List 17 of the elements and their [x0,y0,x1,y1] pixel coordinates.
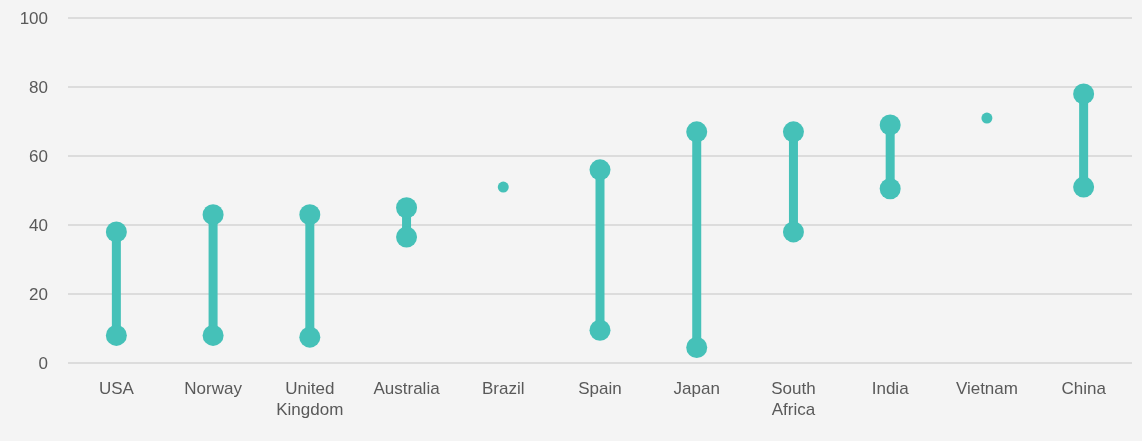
y-tick-label: 100 [19,8,48,28]
y-tick-label: 80 [29,77,48,97]
x-tick-label: Brazil [482,379,525,398]
x-tick-label: China [1061,379,1107,398]
y-tick-label: 60 [29,146,48,166]
x-tick-label: Australia [373,379,441,398]
x-tick-label: Norway [184,379,243,398]
x-tick-label: Vietnam [955,379,1018,398]
y-tick-label: 0 [38,353,48,373]
x-tick-label: United Kingdom [276,379,344,419]
y-tick-label: 20 [29,284,48,304]
y-tick-label: 40 [29,215,48,235]
x-tick-label: India [871,379,910,398]
x-tick-label: USA [98,379,135,398]
x-tick-label: South Africa [771,379,816,419]
x-tick-label: Japan [673,379,720,398]
x-tick-label: Spain [578,379,622,398]
